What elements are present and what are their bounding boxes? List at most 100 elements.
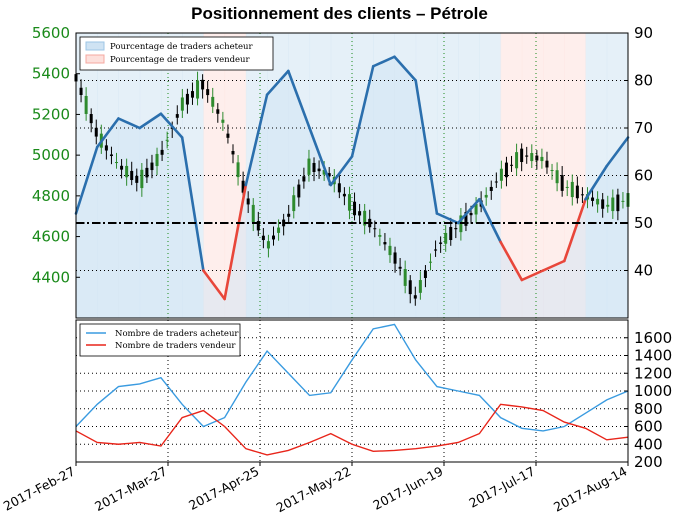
right-tick-label: 400: [634, 435, 663, 453]
price-candle: [347, 194, 351, 211]
price-candle: [580, 194, 584, 196]
sentiment-shade: [500, 33, 523, 318]
price-candle: [109, 154, 113, 157]
price-candle: [115, 162, 119, 164]
right-tick-label: 60: [634, 167, 653, 185]
price-candle: [621, 200, 625, 202]
right-tick-label: 200: [634, 453, 663, 471]
buy-percentage-segment: [605, 136, 630, 168]
price-candle: [423, 270, 427, 278]
price-candle: [165, 139, 169, 141]
price-candle: [206, 89, 210, 96]
sellers-count-line: [75, 403, 629, 456]
price-candle: [317, 168, 321, 172]
price-candle: [464, 212, 468, 226]
price-candle: [175, 114, 179, 118]
right-tick-label: 1200: [634, 364, 672, 382]
price-candle: [434, 249, 438, 251]
price-candle: [484, 194, 488, 198]
price-candle: [94, 127, 98, 137]
price-candle: [322, 170, 326, 175]
price-candle: [520, 148, 524, 163]
right-tick-label: 1400: [634, 347, 672, 365]
x-tick-label: 2017-Aug-14: [551, 463, 629, 514]
left-tick-label: 5000: [32, 146, 70, 164]
price-candle: [474, 203, 478, 215]
price-candle: [353, 201, 357, 216]
price-candle: [408, 280, 412, 295]
price-candle: [439, 242, 443, 244]
right-tick-label: 600: [634, 418, 663, 436]
price-candle: [312, 162, 316, 172]
price-candle: [231, 151, 235, 155]
buy-percentage-segment: [435, 212, 460, 225]
buy-percentage-segment: [287, 69, 311, 130]
price-candle: [201, 79, 205, 90]
left-tick-label: 5400: [32, 65, 70, 83]
price-candle: [89, 114, 93, 124]
price-candle: [327, 173, 331, 177]
legend-label: Pourcentage de traders vendeur: [110, 55, 251, 65]
price-candle: [606, 204, 610, 207]
buy-percentage-segment: [499, 240, 524, 282]
buyers-count-line: [75, 323, 629, 432]
upper-legend: Pourcentage de traders acheteur Pourcenta…: [79, 36, 274, 71]
x-tick-label: 2017-Jul-17: [466, 463, 537, 510]
price-candle: [266, 241, 270, 249]
right-tick-label: 800: [634, 400, 663, 418]
price-candle: [190, 91, 194, 98]
buy-percentage-segment: [265, 69, 290, 97]
right-tick-label: 50: [634, 214, 653, 232]
price-candle: [428, 261, 432, 263]
buy-percentage-segment: [350, 64, 375, 158]
price-candle: [591, 197, 595, 201]
price-candle: [79, 87, 83, 96]
price-candle: [120, 165, 124, 170]
price-candle: [261, 235, 265, 241]
legend-box: [79, 36, 274, 71]
price-candle: [256, 221, 260, 231]
price-candle: [393, 252, 397, 264]
price-candle: [575, 185, 579, 199]
buy-percentage-segment: [393, 55, 417, 82]
price-candle: [140, 169, 144, 189]
price-candle: [307, 158, 311, 175]
sentiment-shade: [543, 33, 565, 318]
left-tick-label: 5600: [32, 24, 70, 42]
price-candle: [444, 232, 448, 244]
sentiment-shade: [203, 33, 226, 318]
legend-swatch-buy: [85, 41, 105, 51]
price-candle: [489, 186, 493, 191]
legend-box: [79, 323, 241, 357]
buy-percentage-segment: [180, 136, 205, 272]
right-tick-label: 1600: [634, 329, 672, 347]
left-tick-label: 4400: [32, 268, 70, 286]
price-candle: [525, 155, 529, 157]
price-candle: [469, 212, 473, 216]
buy-percentage-segment: [371, 55, 396, 68]
buy-percentage-segment: [308, 126, 333, 187]
buy-percentage-segment: [117, 117, 141, 130]
price-candle: [282, 219, 286, 227]
price-candle: [185, 93, 189, 105]
buy-percentage-segment: [541, 259, 566, 272]
price-candle: [388, 245, 392, 256]
upper-panel: 4400 4600 4800 5000 5200 5400 5600 40 50 60 70 80 90…: [32, 24, 653, 319]
price-candle: [499, 168, 503, 181]
price-candle: [383, 242, 387, 245]
price-candle: [449, 226, 453, 241]
legend-label: Nombre de traders vendeur: [115, 341, 236, 351]
buy-percentage-segment: [456, 197, 481, 225]
price-candle: [216, 109, 220, 114]
price-candle: [398, 266, 402, 269]
price-candle: [241, 180, 245, 193]
price-candle: [135, 175, 139, 183]
buy-percentage-segment: [563, 197, 587, 263]
price-candle: [504, 162, 508, 178]
price-candle: [221, 119, 225, 123]
price-candle: [130, 170, 134, 181]
price-candle: [196, 80, 200, 99]
buy-percentage-segment: [520, 269, 545, 282]
price-candle: [550, 170, 554, 172]
